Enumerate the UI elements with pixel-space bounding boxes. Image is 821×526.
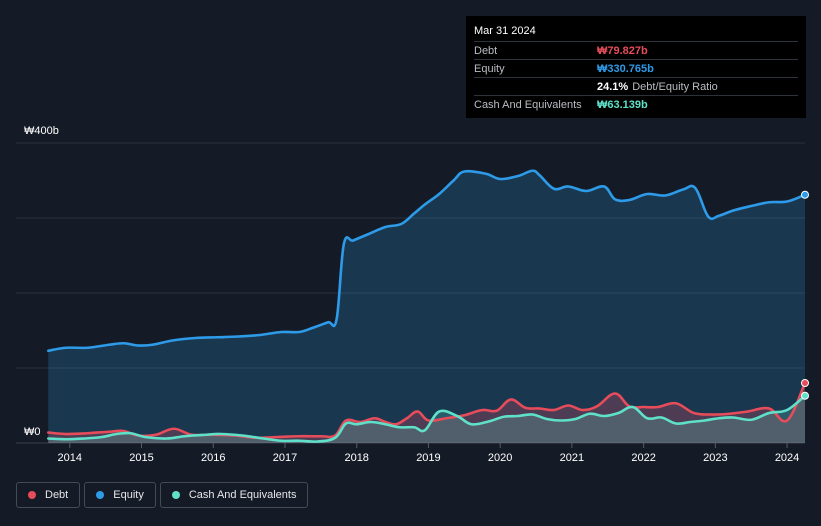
debt-line — [46, 381, 807, 440]
x-tick-label: 2016 — [201, 452, 225, 464]
legend-dot-icon — [28, 491, 36, 499]
y-tick-label: ₩0 — [24, 426, 41, 438]
x-tick-label: 2017 — [273, 452, 297, 464]
x-tick-label: 2021 — [560, 452, 584, 464]
tooltip-value: ₩330.765b — [597, 62, 654, 75]
x-tick-label: 2014 — [58, 452, 82, 464]
gridlines — [16, 142, 805, 444]
debt-area — [48, 383, 805, 443]
tooltip-panel: Mar 31 2024 Debt ₩79.827b Equity ₩330.76… — [466, 16, 806, 118]
x-tick-label: 2018 — [344, 452, 368, 464]
legend-dot-icon — [171, 491, 180, 499]
x-tick-label: 2019 — [416, 452, 440, 464]
tooltip-date: Mar 31 2024 — [474, 25, 536, 37]
tooltip-suffix: Debt/Equity Ratio — [632, 80, 718, 93]
x-axis-labels: 2014 2015 2016 2017 2018 2019 2020 2021 2022 2023… — [58, 443, 799, 464]
cash-and-equivalents-endpoint — [801, 391, 809, 400]
x-tick-label: 2015 — [129, 452, 153, 464]
tooltip-label: Cash And Equivalents — [474, 98, 582, 111]
legend-item-equity[interactable]: Equity — [84, 482, 156, 508]
series-endpoints — [801, 190, 809, 400]
equity-endpoint — [801, 190, 809, 199]
tooltip-label: Debt — [474, 44, 498, 57]
x-tick-label: 2023 — [703, 452, 727, 464]
tooltip-value: 24.1% — [597, 80, 629, 93]
series-lines — [46, 169, 807, 443]
tooltip-row-equity: Equity ₩330.765b — [474, 59, 798, 77]
legend-label: Debt — [45, 489, 69, 501]
legend-item-debt[interactable]: Debt — [16, 482, 81, 508]
tooltip-value: ₩79.827b — [597, 44, 648, 57]
cash-and-equivalents-area — [48, 395, 805, 443]
equity-line — [46, 169, 807, 353]
x-tick-label: 2020 — [488, 452, 512, 464]
legend-label: Cash And Equivalents — [188, 489, 297, 501]
equity-area — [48, 170, 805, 443]
y-axis-labels: ₩400b ₩0 — [24, 125, 59, 438]
legend-dot-icon — [96, 491, 105, 499]
x-tick-label: 2022 — [631, 452, 655, 464]
legend: Debt Equity Cash And Equivalents — [16, 482, 309, 508]
tooltip-row-cash: Cash And Equivalents ₩63.139b — [474, 95, 798, 113]
legend-label: Equity — [113, 489, 144, 501]
legend-item-cash[interactable]: Cash And Equivalents — [159, 482, 309, 508]
tooltip-value: ₩63.139b — [597, 98, 648, 111]
tooltip-label: Equity — [474, 62, 505, 75]
tooltip-row-ratio: 24.1% Debt/Equity Ratio — [474, 77, 798, 95]
tooltip-row-debt: Debt ₩79.827b — [474, 41, 798, 59]
series-areas — [48, 170, 805, 443]
cash-and-equivalents-line — [46, 394, 807, 443]
x-tick-label: 2024 — [775, 452, 799, 464]
debt-endpoint — [801, 379, 809, 387]
y-tick-label: ₩400b — [24, 125, 59, 137]
